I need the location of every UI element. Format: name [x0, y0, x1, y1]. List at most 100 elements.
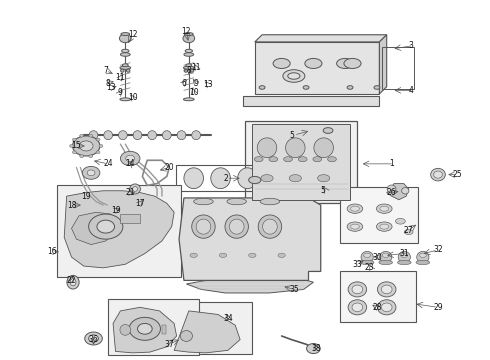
Text: 12: 12	[182, 27, 191, 36]
Ellipse shape	[350, 224, 359, 229]
Ellipse shape	[220, 253, 227, 257]
Text: 5: 5	[289, 131, 294, 140]
Circle shape	[96, 151, 100, 154]
Bar	[162, 325, 166, 334]
Ellipse shape	[419, 253, 426, 257]
Ellipse shape	[318, 175, 330, 182]
Text: 7: 7	[103, 66, 108, 75]
Text: 33: 33	[352, 260, 362, 269]
Ellipse shape	[344, 58, 361, 68]
Circle shape	[99, 144, 103, 147]
Text: 13: 13	[203, 81, 213, 90]
Circle shape	[80, 134, 84, 137]
Ellipse shape	[121, 33, 130, 36]
Ellipse shape	[192, 215, 215, 238]
Ellipse shape	[402, 188, 409, 194]
Ellipse shape	[192, 131, 200, 140]
Polygon shape	[379, 35, 387, 94]
Text: 27: 27	[404, 226, 414, 235]
Ellipse shape	[184, 53, 194, 56]
Ellipse shape	[347, 222, 363, 231]
Ellipse shape	[122, 64, 128, 67]
Ellipse shape	[347, 204, 363, 213]
Ellipse shape	[190, 69, 194, 72]
Circle shape	[138, 323, 152, 334]
Text: 3: 3	[409, 41, 414, 50]
Text: 34: 34	[223, 314, 233, 323]
Ellipse shape	[288, 73, 300, 79]
Ellipse shape	[248, 176, 261, 184]
Ellipse shape	[417, 251, 429, 263]
Text: 8: 8	[186, 66, 191, 75]
Ellipse shape	[431, 168, 445, 181]
Ellipse shape	[194, 198, 213, 205]
Circle shape	[70, 144, 74, 147]
Ellipse shape	[67, 275, 79, 289]
Bar	[245, 121, 357, 203]
Polygon shape	[72, 212, 118, 244]
Ellipse shape	[225, 215, 248, 238]
Ellipse shape	[120, 66, 131, 69]
Circle shape	[96, 138, 100, 141]
Circle shape	[120, 34, 131, 42]
Polygon shape	[243, 96, 379, 107]
Circle shape	[129, 318, 160, 340]
Circle shape	[79, 141, 93, 151]
Ellipse shape	[376, 204, 392, 213]
Polygon shape	[255, 35, 387, 42]
Text: 16: 16	[47, 247, 57, 256]
Text: 19: 19	[111, 206, 121, 215]
Ellipse shape	[70, 279, 76, 286]
Ellipse shape	[162, 131, 171, 140]
Text: 30: 30	[372, 253, 382, 262]
Circle shape	[97, 220, 115, 233]
Circle shape	[89, 335, 98, 342]
Circle shape	[82, 166, 100, 179]
Ellipse shape	[397, 260, 411, 265]
Ellipse shape	[387, 185, 396, 193]
Ellipse shape	[352, 285, 363, 294]
Ellipse shape	[133, 131, 142, 140]
Ellipse shape	[364, 253, 370, 257]
Text: 5: 5	[321, 186, 326, 195]
Text: 36: 36	[89, 335, 98, 344]
Ellipse shape	[130, 184, 141, 194]
Ellipse shape	[323, 128, 333, 134]
Bar	[340, 271, 416, 321]
Ellipse shape	[254, 157, 263, 162]
Text: 18: 18	[67, 201, 76, 210]
Ellipse shape	[238, 168, 257, 189]
Ellipse shape	[186, 64, 192, 67]
Polygon shape	[113, 307, 176, 353]
Circle shape	[73, 151, 76, 154]
Circle shape	[73, 136, 100, 156]
Ellipse shape	[395, 219, 405, 224]
Circle shape	[126, 155, 135, 162]
Ellipse shape	[303, 86, 309, 89]
Ellipse shape	[211, 168, 230, 189]
Ellipse shape	[376, 222, 392, 231]
Text: 4: 4	[409, 86, 414, 95]
Ellipse shape	[148, 131, 157, 140]
Circle shape	[89, 134, 93, 137]
Ellipse shape	[120, 324, 131, 335]
Text: 15: 15	[72, 141, 81, 150]
Text: 38: 38	[311, 344, 320, 353]
Text: 11: 11	[116, 73, 125, 82]
Ellipse shape	[382, 253, 389, 257]
Ellipse shape	[122, 49, 129, 53]
Bar	[167, 302, 252, 354]
Ellipse shape	[126, 69, 130, 72]
Polygon shape	[64, 191, 174, 268]
Text: 13: 13	[106, 83, 116, 92]
Text: 19: 19	[81, 192, 91, 201]
Polygon shape	[179, 198, 321, 280]
Ellipse shape	[348, 300, 367, 315]
Bar	[57, 185, 181, 277]
Text: 24: 24	[103, 159, 113, 168]
Ellipse shape	[377, 282, 396, 297]
Circle shape	[80, 155, 84, 158]
Ellipse shape	[380, 251, 392, 263]
Bar	[108, 300, 198, 355]
Bar	[382, 47, 414, 89]
